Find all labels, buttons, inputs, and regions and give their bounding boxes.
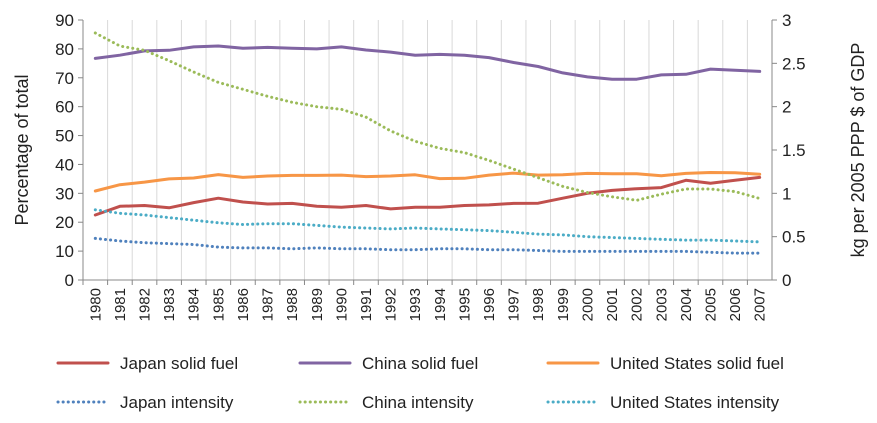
left-tick-label: 80 <box>55 40 74 59</box>
x-tick-label: 2002 <box>629 288 646 321</box>
legend-label-united-states-intensity: United States intensity <box>610 393 780 412</box>
series-line-united-states-solid-fuel <box>93 171 762 193</box>
series-line-united-states-intensity <box>93 208 762 244</box>
x-tick-label: 1990 <box>333 288 350 321</box>
x-tick-label: 1983 <box>161 288 178 321</box>
x-tick-label: 2003 <box>653 288 670 321</box>
series-line-china-intensity <box>93 31 762 202</box>
x-tick-label: 1998 <box>530 288 547 321</box>
series-line-japan-intensity <box>93 236 762 255</box>
x-tick-label: 2004 <box>678 288 695 321</box>
series-line-japan-solid-fuel <box>93 175 762 217</box>
x-tick-label: 1999 <box>555 288 572 321</box>
x-tick-label: 1997 <box>506 288 523 321</box>
left-tick-label: 70 <box>55 69 74 88</box>
right-tick-label: 2.5 <box>782 54 806 73</box>
x-tick-label: 1988 <box>284 288 301 321</box>
left-tick-label: 90 <box>55 11 74 30</box>
x-tick-label: 1985 <box>210 288 227 321</box>
legend-label-china-intensity: China intensity <box>362 393 474 412</box>
x-tick-label: 1989 <box>309 288 326 321</box>
x-tick-label: 2000 <box>579 288 596 321</box>
left-tick-label: 10 <box>55 242 74 261</box>
x-tick-label: 1993 <box>407 288 424 321</box>
x-tick-label: 1984 <box>186 288 203 321</box>
legend-label-japan-intensity: Japan intensity <box>120 393 234 412</box>
legend-label-china-solid-fuel: China solid fuel <box>362 354 478 373</box>
x-tick-label: 1996 <box>481 288 498 321</box>
series-line-china-solid-fuel <box>93 44 762 81</box>
x-tick-label: 1986 <box>235 288 252 321</box>
right-axis-title: kg per 2005 PPP $ of GDP <box>848 43 868 258</box>
right-tick-label: 0 <box>782 271 791 290</box>
x-tick-label: 2007 <box>752 288 769 321</box>
x-tick-label: 2001 <box>604 288 621 321</box>
legend-label-united-states-solid-fuel: United States solid fuel <box>610 354 784 373</box>
x-tick-label: 2005 <box>702 288 719 321</box>
vertical-gridlines <box>82 20 773 280</box>
x-tick-label: 2006 <box>727 288 744 321</box>
left-tick-label: 40 <box>55 155 74 174</box>
right-tick-label: 0.5 <box>782 228 806 247</box>
left-tick-label: 20 <box>55 213 74 232</box>
legend: Japan solid fuel China solid fuel United S… <box>56 354 784 412</box>
x-tick-label: 1991 <box>358 288 375 321</box>
legend-label-japan-solid-fuel: Japan solid fuel <box>120 354 238 373</box>
x-tick-label: 1982 <box>137 288 154 321</box>
x-tick-label: 1980 <box>87 288 104 321</box>
left-tick-label: 0 <box>65 271 74 290</box>
left-tick-label: 60 <box>55 98 74 117</box>
x-tick-label: 1994 <box>432 288 449 321</box>
right-tick-label: 1 <box>782 184 791 203</box>
x-tick-label: 1995 <box>456 288 473 321</box>
right-tick-label: 2 <box>782 98 791 117</box>
left-tick-label: 30 <box>55 184 74 203</box>
x-tick-label: 1981 <box>112 288 129 321</box>
axes: 0 10 20 30 40 50 60 70 80 90 0 0.5 1 1.5 2 2.5 3 1980 1981… <box>12 11 868 321</box>
right-tick-label: 1.5 <box>782 141 806 160</box>
right-tick-label: 3 <box>782 11 791 30</box>
left-tick-label: 50 <box>55 127 74 146</box>
plot-area <box>93 31 762 255</box>
left-axis-title: Percentage of total <box>12 74 32 225</box>
x-tick-label: 1987 <box>260 288 277 321</box>
x-tick-label: 1992 <box>383 288 400 321</box>
